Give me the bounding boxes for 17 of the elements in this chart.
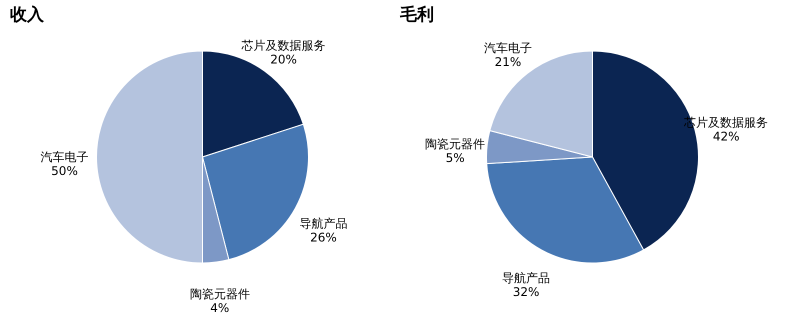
- data-label: 21%: [494, 54, 522, 69]
- data-label: 26%: [310, 230, 337, 244]
- data-label: 4%: [210, 300, 230, 315]
- slice-label: 导航产品: [299, 216, 348, 230]
- slice-label: 汽车电子: [40, 150, 88, 164]
- data-label: 5%: [446, 151, 465, 166]
- slice-label: 芯片及数据服务: [240, 38, 326, 52]
- data-label: 32%: [512, 284, 540, 299]
- slice-label: 陶瓷元器件: [190, 286, 250, 301]
- chart-title: 收入: [10, 5, 45, 25]
- slice-label: 汽车电子: [484, 40, 532, 55]
- data-label: 20%: [270, 52, 297, 66]
- chart-title: 毛利: [399, 5, 434, 25]
- slice-label: 陶瓷元器件: [425, 137, 486, 152]
- slice-label: 导航产品: [502, 270, 550, 285]
- data-label: 42%: [712, 130, 740, 144]
- data-label: 50%: [51, 164, 78, 178]
